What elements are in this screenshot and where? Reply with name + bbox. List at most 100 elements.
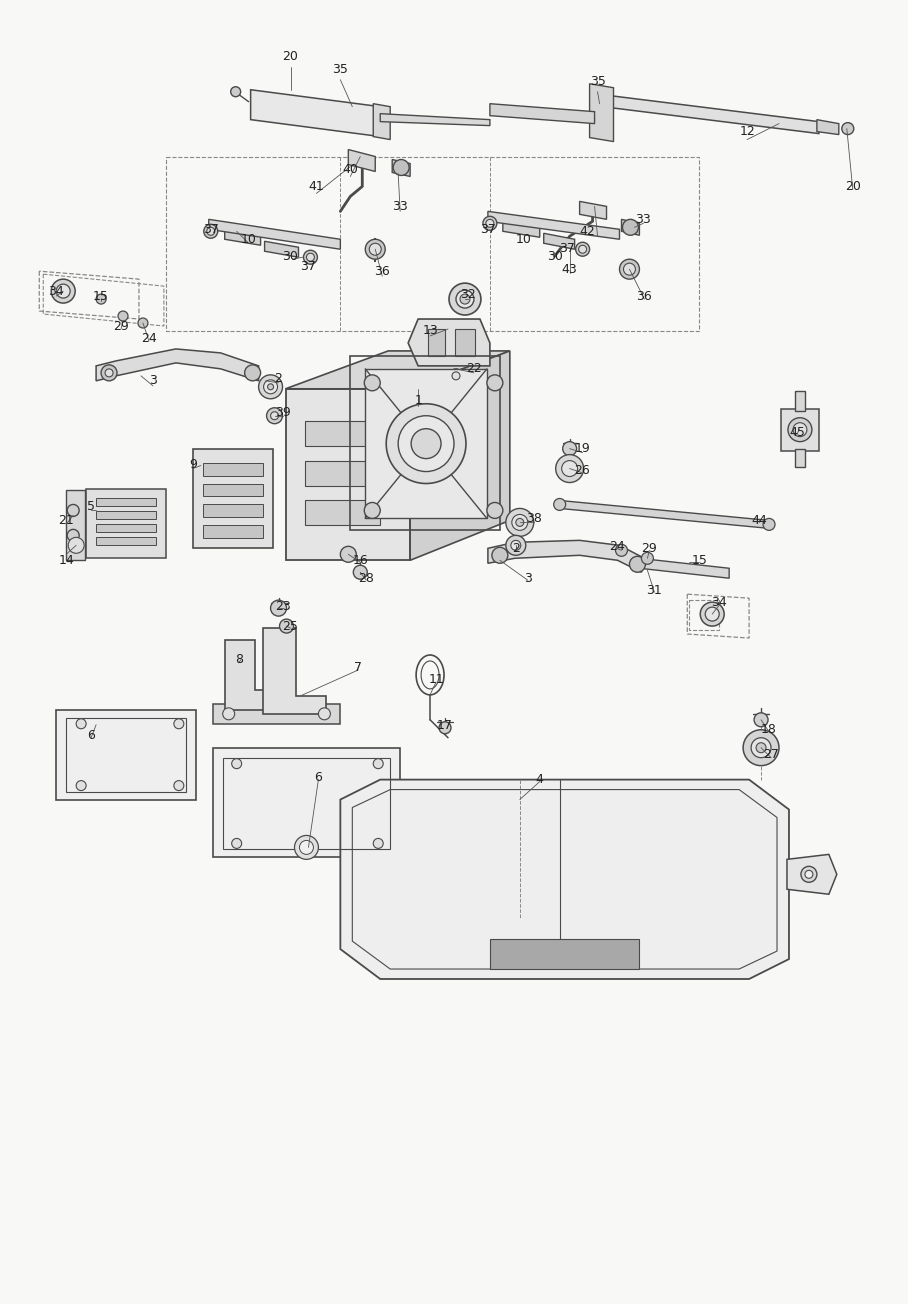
Circle shape <box>449 283 481 316</box>
Text: 35: 35 <box>332 64 349 77</box>
Text: 31: 31 <box>646 584 662 597</box>
Circle shape <box>743 730 779 765</box>
Circle shape <box>788 417 812 442</box>
Polygon shape <box>781 408 819 451</box>
Text: 20: 20 <box>282 51 299 64</box>
Circle shape <box>67 505 79 516</box>
Polygon shape <box>408 319 490 366</box>
Polygon shape <box>224 230 261 245</box>
Polygon shape <box>212 704 340 724</box>
Text: 24: 24 <box>608 540 625 553</box>
Circle shape <box>271 412 279 420</box>
Polygon shape <box>202 463 262 476</box>
Circle shape <box>763 519 775 531</box>
Circle shape <box>67 529 79 541</box>
Polygon shape <box>794 391 804 411</box>
Circle shape <box>439 722 451 734</box>
Circle shape <box>222 708 234 720</box>
Polygon shape <box>488 540 645 572</box>
Circle shape <box>506 536 526 556</box>
Polygon shape <box>380 113 490 125</box>
Circle shape <box>793 422 807 437</box>
Text: 12: 12 <box>739 125 755 138</box>
Circle shape <box>271 600 287 615</box>
Circle shape <box>492 548 508 563</box>
Circle shape <box>460 295 470 304</box>
Text: 39: 39 <box>274 407 291 419</box>
Polygon shape <box>544 233 575 249</box>
Circle shape <box>244 365 261 381</box>
Text: 32: 32 <box>460 288 476 301</box>
Circle shape <box>303 250 318 265</box>
Polygon shape <box>503 222 539 237</box>
Text: 29: 29 <box>114 319 129 333</box>
Polygon shape <box>373 104 390 140</box>
Text: 6: 6 <box>314 771 322 784</box>
Polygon shape <box>202 505 262 518</box>
Circle shape <box>506 509 534 536</box>
Polygon shape <box>209 219 340 249</box>
Circle shape <box>487 502 503 519</box>
Polygon shape <box>96 511 156 519</box>
Polygon shape <box>305 421 380 446</box>
Circle shape <box>619 259 639 279</box>
Circle shape <box>452 372 460 379</box>
Text: 2: 2 <box>512 542 519 554</box>
Text: 6: 6 <box>87 729 95 742</box>
Text: 42: 42 <box>579 224 596 237</box>
Circle shape <box>563 442 577 455</box>
Text: 34: 34 <box>711 596 727 609</box>
Circle shape <box>173 781 183 790</box>
Circle shape <box>76 719 86 729</box>
Circle shape <box>232 838 242 849</box>
Text: 16: 16 <box>352 554 368 567</box>
Circle shape <box>456 289 474 308</box>
Polygon shape <box>264 241 299 257</box>
Circle shape <box>232 759 242 768</box>
Polygon shape <box>340 780 789 979</box>
Circle shape <box>706 608 719 621</box>
Circle shape <box>629 557 646 572</box>
Text: 40: 40 <box>342 163 359 176</box>
Polygon shape <box>305 501 380 526</box>
Text: 13: 13 <box>422 325 438 338</box>
Text: 37: 37 <box>202 223 219 236</box>
Circle shape <box>562 460 577 476</box>
Polygon shape <box>202 526 262 539</box>
Circle shape <box>578 245 587 253</box>
Text: 28: 28 <box>359 571 374 584</box>
Circle shape <box>756 743 766 752</box>
Circle shape <box>364 374 380 391</box>
Polygon shape <box>490 104 595 124</box>
Circle shape <box>138 318 148 329</box>
Circle shape <box>512 514 528 531</box>
Text: 9: 9 <box>189 458 197 471</box>
Polygon shape <box>349 150 375 171</box>
Text: 23: 23 <box>274 600 291 613</box>
Text: 3: 3 <box>149 374 157 387</box>
Circle shape <box>173 719 183 729</box>
Polygon shape <box>305 460 380 485</box>
Polygon shape <box>579 201 607 219</box>
Circle shape <box>449 369 463 383</box>
Text: 41: 41 <box>309 180 324 193</box>
Circle shape <box>280 619 293 632</box>
Polygon shape <box>96 349 259 381</box>
Circle shape <box>68 537 84 553</box>
Text: 3: 3 <box>524 571 532 584</box>
Text: 24: 24 <box>141 333 157 346</box>
Polygon shape <box>490 939 639 969</box>
Polygon shape <box>794 449 804 467</box>
Text: 30: 30 <box>282 249 299 262</box>
Text: 37: 37 <box>480 223 496 236</box>
Circle shape <box>411 429 441 459</box>
Polygon shape <box>251 90 380 137</box>
Text: 22: 22 <box>466 363 482 376</box>
Text: 10: 10 <box>516 233 532 245</box>
Text: 5: 5 <box>87 499 95 512</box>
Circle shape <box>203 224 218 239</box>
Circle shape <box>700 602 725 626</box>
Polygon shape <box>428 329 445 356</box>
Text: 11: 11 <box>429 673 444 686</box>
Polygon shape <box>621 219 639 235</box>
